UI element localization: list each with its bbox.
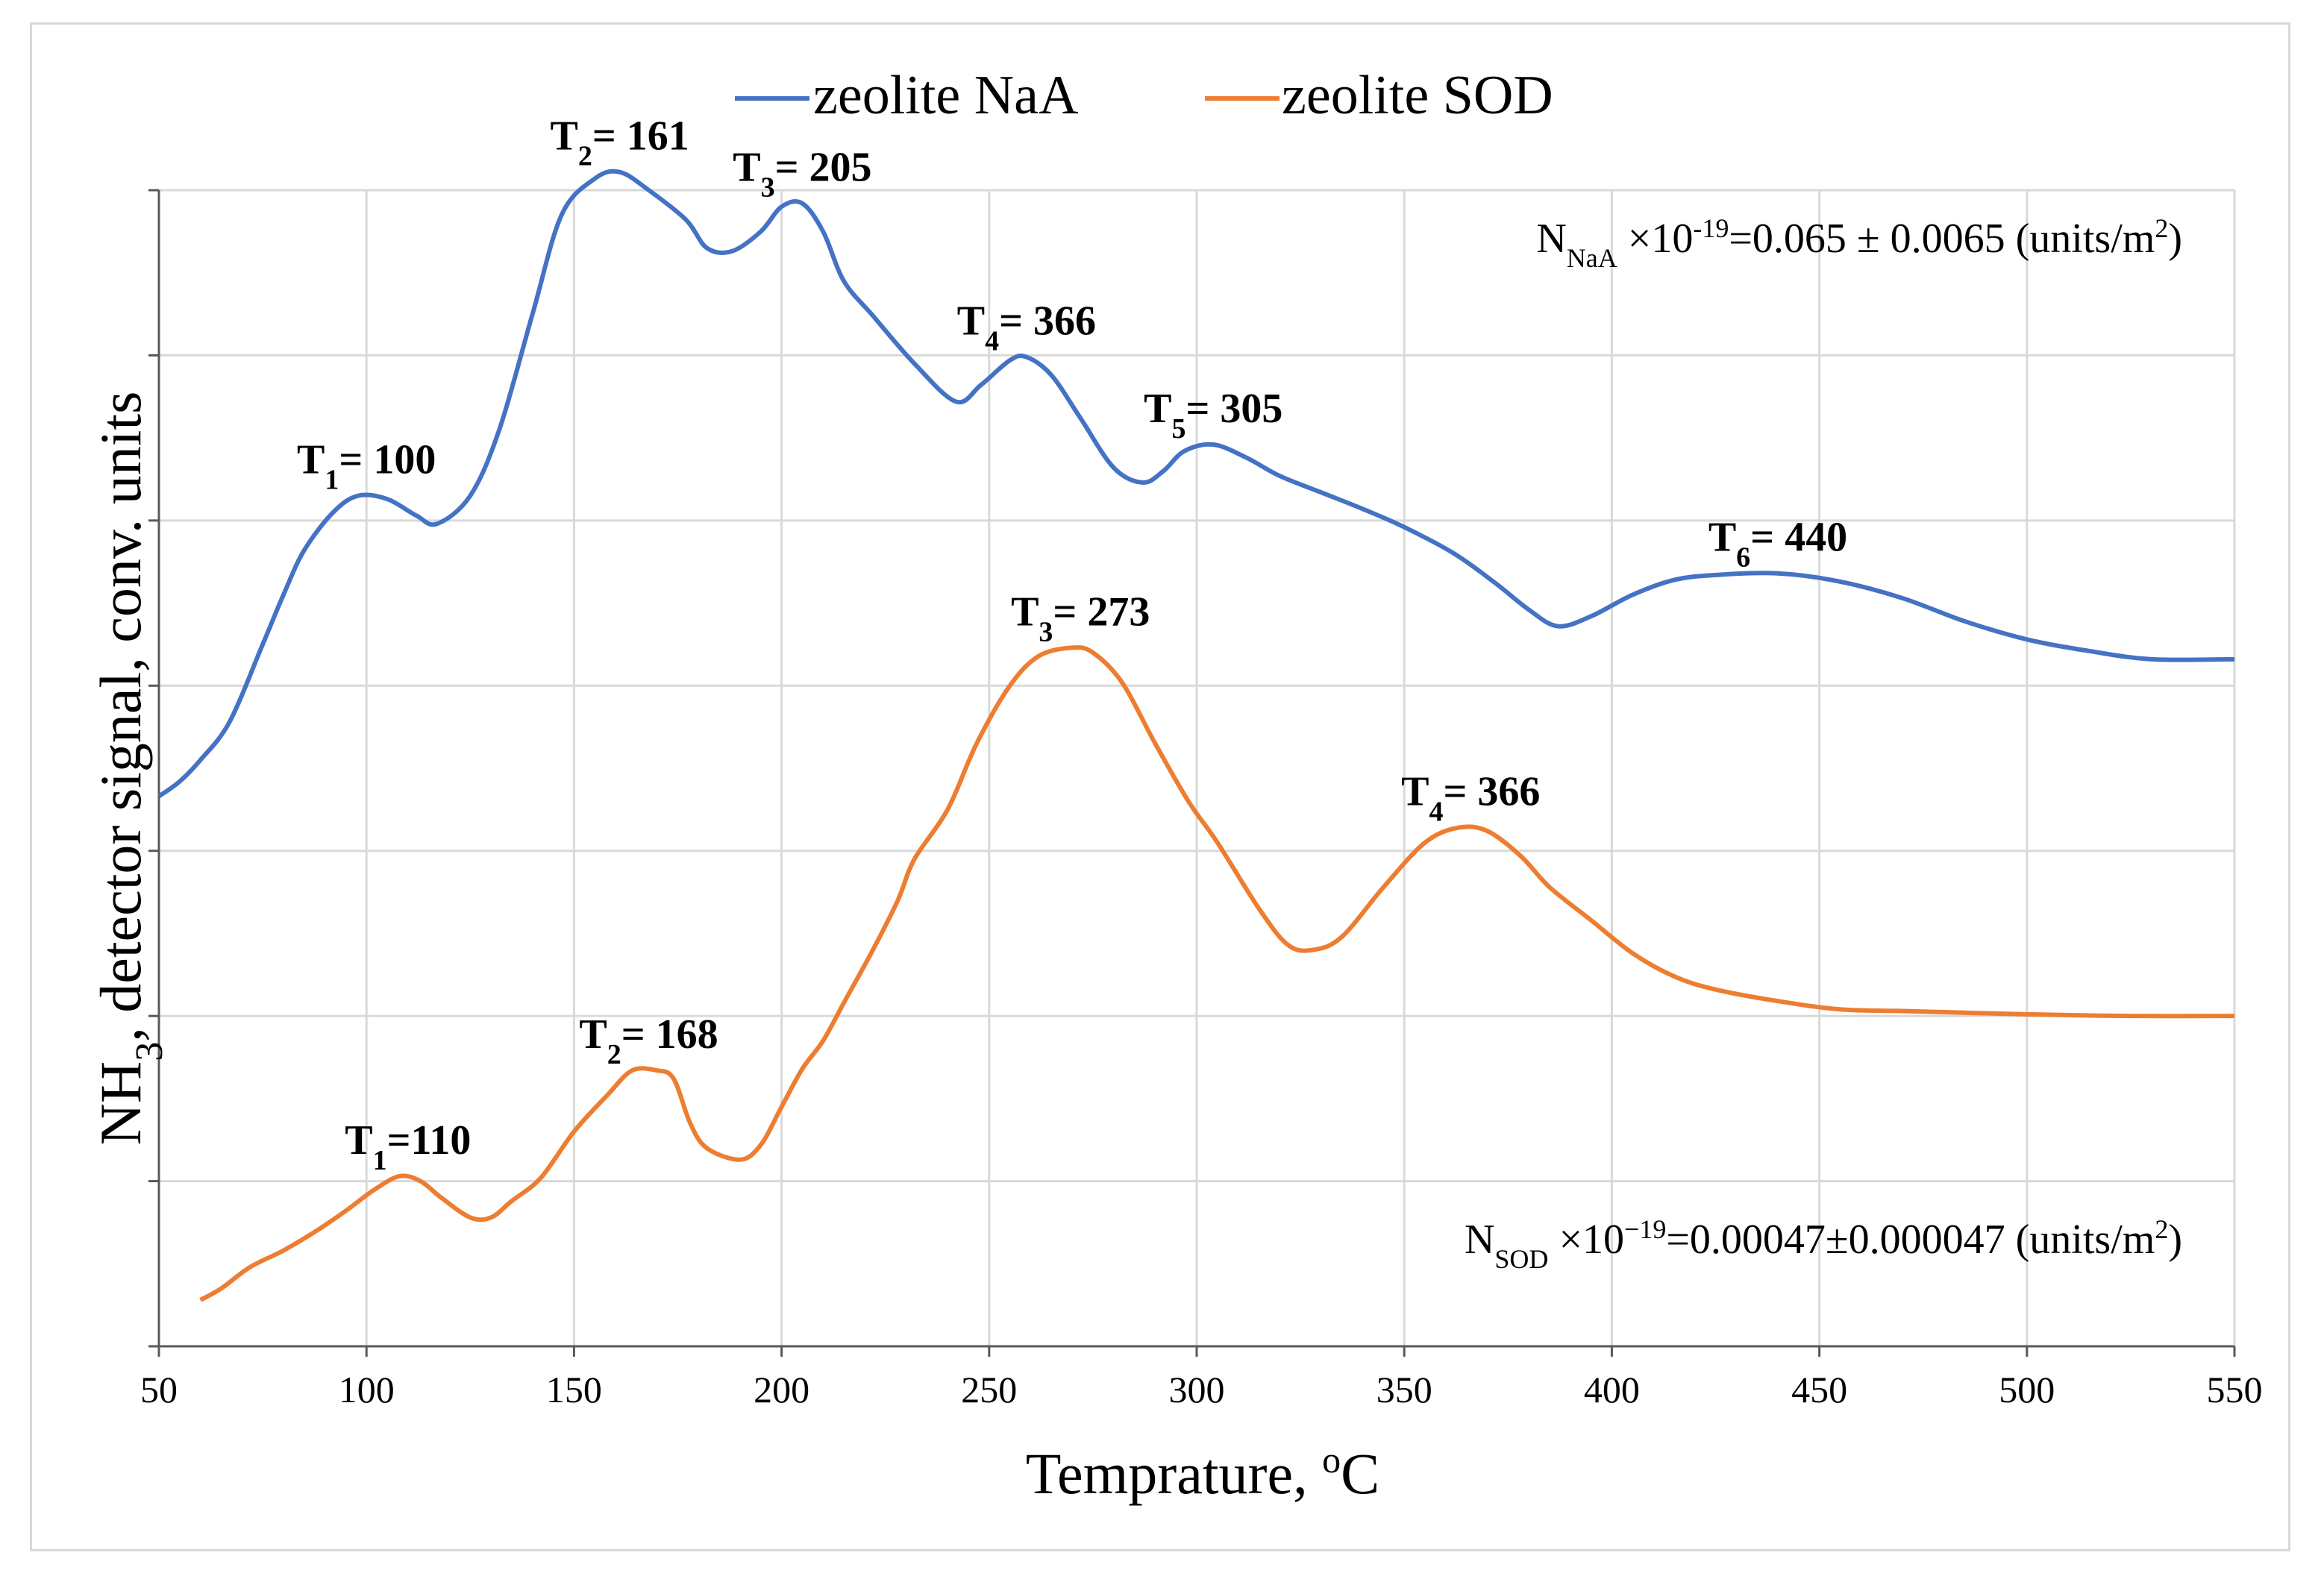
series-layer <box>157 169 2235 1302</box>
peak-label: T2= 168 <box>579 1011 718 1070</box>
x-tick-label: 150 <box>546 1369 602 1410</box>
peak-label-sub: 4 <box>1429 797 1443 828</box>
note-naa-end: ) <box>2168 216 2182 262</box>
peak-label-value: =110 <box>387 1117 472 1164</box>
x-tick-label: 450 <box>1791 1369 1847 1410</box>
chart-frame <box>30 22 2290 1551</box>
note-sod-main: N <box>1465 1217 1494 1263</box>
note-naa-mid: ×10 <box>1617 216 1694 262</box>
peak-label: T2= 161 <box>550 113 689 172</box>
x-tick-label: 550 <box>2207 1369 2263 1410</box>
peak-label: T1=110 <box>345 1117 471 1176</box>
x-axis-title-text: Temprature, <box>1026 1441 1322 1506</box>
axis-layer: 50 100 150 200 250 300 350 400 450 500 550 <box>140 189 2263 1410</box>
peak-label-value: = 161 <box>592 113 689 160</box>
peak-label-sub: 3 <box>1039 616 1053 647</box>
y-axis-title: NH3, detector signal, conv. units <box>88 392 171 1146</box>
grid-layer <box>159 189 2236 1346</box>
series-line-sod <box>199 644 2235 1302</box>
note-naa-sub: NaA <box>1567 243 1617 273</box>
peak-label-t: T <box>1401 769 1429 815</box>
peak-label: T4= 366 <box>1401 769 1540 828</box>
note-sod-mid: ×10 <box>1548 1217 1624 1263</box>
peak-label-sub: 2 <box>578 141 592 172</box>
peak-label-value: = 273 <box>1053 588 1150 635</box>
x-tick-label: 350 <box>1376 1369 1432 1410</box>
legend: zeolite NaA zeolite SOD <box>735 65 1553 126</box>
x-axis-title: Temprature, oC <box>1026 1439 1379 1506</box>
note-sod-sup: −19 <box>1624 1214 1666 1244</box>
peak-label: T6= 440 <box>1708 515 1847 574</box>
peak-label-value: = 440 <box>1750 515 1847 561</box>
peak-label-sub: 6 <box>1736 542 1750 574</box>
y-axis-title-main: NH <box>88 1061 153 1146</box>
x-tick-label: 400 <box>1584 1369 1640 1410</box>
note-naa-sup: -19 <box>1693 213 1729 243</box>
peak-label-value: = 366 <box>999 298 1096 345</box>
peak-label-sub: 3 <box>761 172 775 204</box>
legend-label-sod: zeolite SOD <box>1282 65 1553 126</box>
peak-label-t: T <box>345 1117 372 1164</box>
y-axis-title-sub: 3 <box>128 1042 171 1061</box>
x-tick-label: 250 <box>961 1369 1017 1410</box>
y-axis-title-rest: , detector signal, conv. units <box>88 392 153 1042</box>
series-line-naa <box>157 169 2235 799</box>
peak-label: T3= 205 <box>733 145 871 204</box>
peak-label-t: T <box>733 145 760 191</box>
note-sod-end: ) <box>2168 1217 2182 1263</box>
x-tick-label: 500 <box>1999 1369 2055 1410</box>
peak-label-t: T <box>957 298 985 345</box>
peak-label-sub: 4 <box>985 326 999 357</box>
note-sod-sup2: 2 <box>2155 1214 2168 1244</box>
peak-label-t: T <box>1144 386 1171 432</box>
peak-label: T5= 305 <box>1144 386 1282 445</box>
peak-label-sub: 1 <box>373 1145 387 1176</box>
peak-label-t: T <box>297 437 325 483</box>
peak-label-sub: 5 <box>1171 413 1186 445</box>
note-naa-sup2: 2 <box>2155 213 2168 243</box>
peak-label-t: T <box>579 1011 607 1058</box>
peak-label: T4= 366 <box>957 298 1096 357</box>
peak-label-t: T <box>1708 515 1736 561</box>
x-axis-title-unit: C <box>1341 1441 1379 1506</box>
peak-label-value: = 100 <box>339 437 436 483</box>
note-sod-sub: SOD <box>1494 1244 1548 1274</box>
peak-label-t: T <box>1011 588 1039 635</box>
x-tick-label: 100 <box>339 1369 395 1410</box>
peak-label-value: = 366 <box>1443 769 1540 815</box>
legend-label-naa: zeolite NaA <box>813 65 1078 126</box>
note-naa: NNaA ×10-19=0.065 ± 0.0065 (units/m2) <box>1536 213 2182 273</box>
peak-label-sub: 1 <box>325 465 339 496</box>
note-naa-rest: =0.065 ± 0.0065 (units/m <box>1729 216 2155 262</box>
x-tick-label: 50 <box>140 1369 178 1410</box>
note-sod-rest: =0.00047±0.000047 (units/m <box>1666 1217 2155 1263</box>
x-axis-title-unit-sup: o <box>1322 1439 1341 1481</box>
peak-label-value: = 205 <box>775 145 872 191</box>
peak-label: T1= 100 <box>297 437 436 496</box>
x-tick-label: 300 <box>1169 1369 1225 1410</box>
note-sod: NSOD ×10−19=0.00047±0.000047 (units/m2) <box>1465 1214 2182 1274</box>
peak-label-value: = 305 <box>1186 386 1282 432</box>
x-tick-label: 200 <box>754 1369 809 1410</box>
peak-label-sub: 2 <box>607 1039 621 1070</box>
peak-label-t: T <box>550 113 577 160</box>
peak-label: T3= 273 <box>1011 588 1150 647</box>
note-naa-main: N <box>1536 216 1566 262</box>
peak-label-value: = 168 <box>621 1011 718 1058</box>
